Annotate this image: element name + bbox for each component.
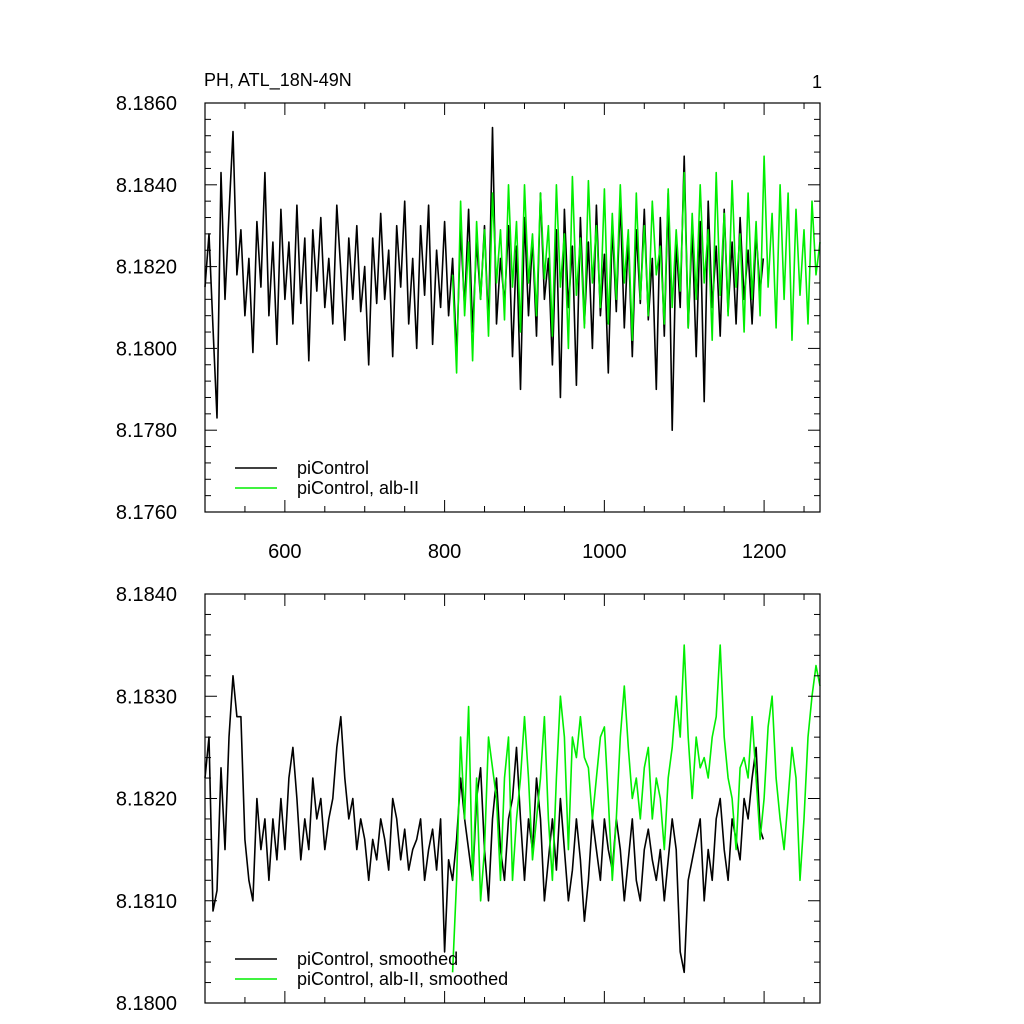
series-line-alb-ii bbox=[451, 644, 821, 973]
legend-label: piControl, alb-II, smoothed bbox=[297, 969, 508, 989]
legend-label: piControl, smoothed bbox=[297, 949, 458, 969]
y-tick-label: 8.1800 bbox=[116, 338, 177, 360]
y-tick-label: 8.1860 bbox=[116, 93, 177, 115]
y-tick-label: 8.1810 bbox=[116, 891, 177, 913]
top-panel: 8.1760 8.1780 8.1800 8.1820 8.1840 8.1860 600 8… bbox=[116, 93, 821, 563]
x-tick-label: 1200 bbox=[742, 541, 787, 563]
bottom-panel: 8.1800 8.1810 8.1820 8.1830 8.1840 piControl,… bbox=[116, 584, 821, 1015]
series-line-picontrol bbox=[204, 675, 765, 974]
legend-label: piControl, alb-II bbox=[297, 478, 419, 498]
legend-label: piControl bbox=[297, 458, 369, 478]
x-tick-label: 600 bbox=[268, 541, 301, 563]
series-line-picontrol bbox=[204, 126, 765, 431]
y-tick-label: 8.1820 bbox=[116, 789, 177, 811]
x-tick-label: 800 bbox=[428, 541, 461, 563]
y-tick-label: 8.1800 bbox=[116, 993, 177, 1015]
panel-number: 1 bbox=[812, 72, 822, 92]
y-tick-label: 8.1830 bbox=[116, 686, 177, 708]
y-tick-label: 8.1820 bbox=[116, 257, 177, 279]
x-tick-label: 1000 bbox=[582, 541, 627, 563]
plot-frame bbox=[204, 102, 821, 513]
y-tick-label: 8.1760 bbox=[116, 502, 177, 524]
series-line-alb-ii bbox=[451, 155, 821, 374]
y-tick-label: 8.1840 bbox=[116, 584, 177, 606]
chart-title: PH, ATL_18N-49N bbox=[204, 70, 352, 91]
y-tick-label: 8.1840 bbox=[116, 175, 177, 197]
y-tick-label: 8.1780 bbox=[116, 420, 177, 442]
